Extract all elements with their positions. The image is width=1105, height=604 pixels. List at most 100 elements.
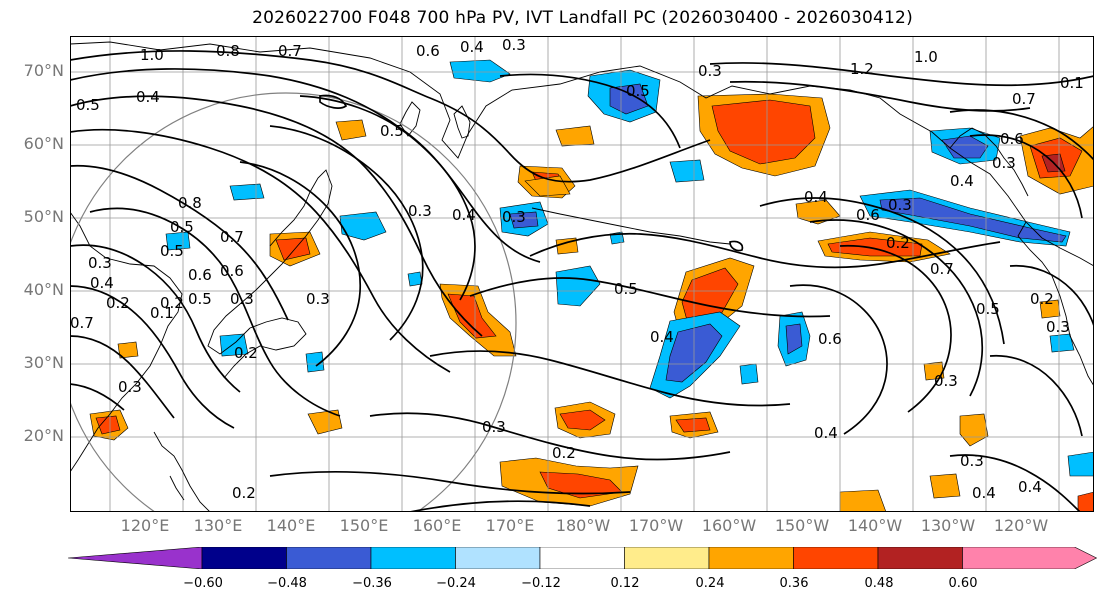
contour-label: 0.3 <box>306 290 330 308</box>
contour-label: 0.5 <box>76 96 100 114</box>
map-title: 2026022700 F048 700 hPa PV, IVT Landfall… <box>252 8 913 28</box>
contour-label: 0.7 <box>278 42 302 60</box>
contour-label: 0.7 <box>1012 90 1036 108</box>
lat-label: 40°N <box>23 280 64 299</box>
colorbar-segment <box>708 547 794 569</box>
contour-label: 0.3 <box>118 378 142 396</box>
lon-label: 170°W <box>628 516 684 535</box>
contour-label: 1.0 <box>914 48 938 66</box>
contour-label: 0.2 <box>160 294 184 312</box>
colorbar-segment <box>455 547 541 569</box>
contour-label: 0.8 <box>216 42 240 60</box>
contour-label: 0.3 <box>482 418 506 436</box>
lon-label: 180°W <box>555 516 611 535</box>
contour-label: 0.3 <box>934 372 958 390</box>
contour-label: 0.2 <box>106 294 130 312</box>
lat-label: 50°N <box>23 207 64 226</box>
contour-label: 0.3 <box>698 62 722 80</box>
coastlines <box>70 41 1094 512</box>
contour-label: 0.4 <box>136 88 160 106</box>
lon-label: 130°E <box>193 516 243 535</box>
contour-label: 0.5 <box>976 300 1000 318</box>
lon-label: 120°W <box>993 516 1049 535</box>
colorbar-tick: 0.48 <box>864 576 894 591</box>
contour-labels: 1.0 0.8 0.7 0.6 0.4 0.3 0.5 0.4 0.5 0.3 … <box>70 36 1084 502</box>
contour-label: 0.6 <box>1000 130 1024 148</box>
contour-label: 0.3 <box>230 290 254 308</box>
colorbar-segment <box>370 547 456 569</box>
colorbar-tick: 0.60 <box>948 576 978 591</box>
contour-label: 0.8 <box>178 194 202 212</box>
contour-label: 0.5 <box>380 122 404 140</box>
colorbar-segment <box>624 547 710 569</box>
contour-label: 0.5 <box>626 82 650 100</box>
lat-label: 60°N <box>23 134 64 153</box>
contour-label: 0.3 <box>502 208 526 226</box>
contour-label: 0.3 <box>1046 318 1070 336</box>
contour-label: 0.2 <box>886 234 910 252</box>
contour-label: 0.6 <box>416 42 440 60</box>
colorbar-segment <box>539 547 625 569</box>
contour-label: 0.5 <box>170 218 194 236</box>
contour-label: 0.6 <box>188 266 212 284</box>
landfall-circle <box>70 92 517 512</box>
contour-label: 0.1 <box>150 304 174 322</box>
colorbar-tick: −0.60 <box>183 576 223 591</box>
contour-label: 0.3 <box>408 202 432 220</box>
contour-label: 0.4 <box>650 328 674 346</box>
contour-label: 0.6 <box>818 330 842 348</box>
lon-label: 130°W <box>920 516 976 535</box>
contour-label: 0.4 <box>452 206 476 224</box>
contour-label: 0.3 <box>992 154 1016 172</box>
contour-label: 0.4 <box>90 274 114 292</box>
colorbar-tick: −0.12 <box>521 576 561 591</box>
colorbar-tick: −0.48 <box>267 576 307 591</box>
colorbar-segment <box>68 547 203 569</box>
colorbar-tick: 0.36 <box>779 576 809 591</box>
contour-label: 0.4 <box>1018 478 1042 496</box>
lon-label: 150°W <box>774 516 830 535</box>
contour-label: 0.4 <box>460 38 484 56</box>
contour-label: 0.6 <box>856 206 880 224</box>
colorbar-segment <box>201 547 287 569</box>
lon-label: 150°E <box>339 516 389 535</box>
colorbar-tick: −0.36 <box>352 576 392 591</box>
contour-label: 0.2 <box>1030 290 1054 308</box>
contour-label: 0.1 <box>1060 74 1084 92</box>
lat-label: 70°N <box>23 61 64 80</box>
contour-label: 0.3 <box>888 196 912 214</box>
contour-label: 0.5 <box>188 290 212 308</box>
contour-label: 0.3 <box>502 36 526 54</box>
contour-label: 0.4 <box>972 484 996 502</box>
lon-label: 160°E <box>412 516 462 535</box>
lon-label: 140°W <box>847 516 903 535</box>
colorbar-segment <box>877 547 963 569</box>
lon-label: 120°E <box>120 516 170 535</box>
colorbar-tick: 0.24 <box>695 576 725 591</box>
contour-label: 0.6 <box>220 262 244 280</box>
contour-label: 0.2 <box>552 444 576 462</box>
contour-label: 0.5 <box>614 280 638 298</box>
colorbar <box>68 547 1098 569</box>
lon-label: 170°E <box>485 516 535 535</box>
colorbar-segments <box>68 547 1098 569</box>
contour-label: 1.2 <box>850 60 874 78</box>
contour-label: 0.4 <box>804 188 828 206</box>
contour-label: 0.4 <box>814 424 838 442</box>
contour-label: 0.3 <box>88 254 112 272</box>
lat-label: 30°N <box>23 353 64 372</box>
colorbar-segment <box>286 547 372 569</box>
contour-label: 0.2 <box>232 484 256 502</box>
contour-label: 0.7 <box>220 228 244 246</box>
pv-map: 1.0 0.8 0.7 0.6 0.4 0.3 0.5 0.4 0.5 0.3 … <box>70 36 1094 512</box>
contour-label: 0.2 <box>234 344 258 362</box>
pv-contours <box>70 50 1094 512</box>
contour-label: 0.7 <box>70 314 94 332</box>
map-frame <box>70 36 1094 512</box>
lon-label: 140°E <box>266 516 316 535</box>
colorbar-tick: 0.12 <box>610 576 640 591</box>
contour-label: 1.0 <box>140 46 164 64</box>
colorbar-segment <box>962 547 1098 569</box>
contour-label: 0.7 <box>930 260 954 278</box>
contour-label: 0.4 <box>950 172 974 190</box>
